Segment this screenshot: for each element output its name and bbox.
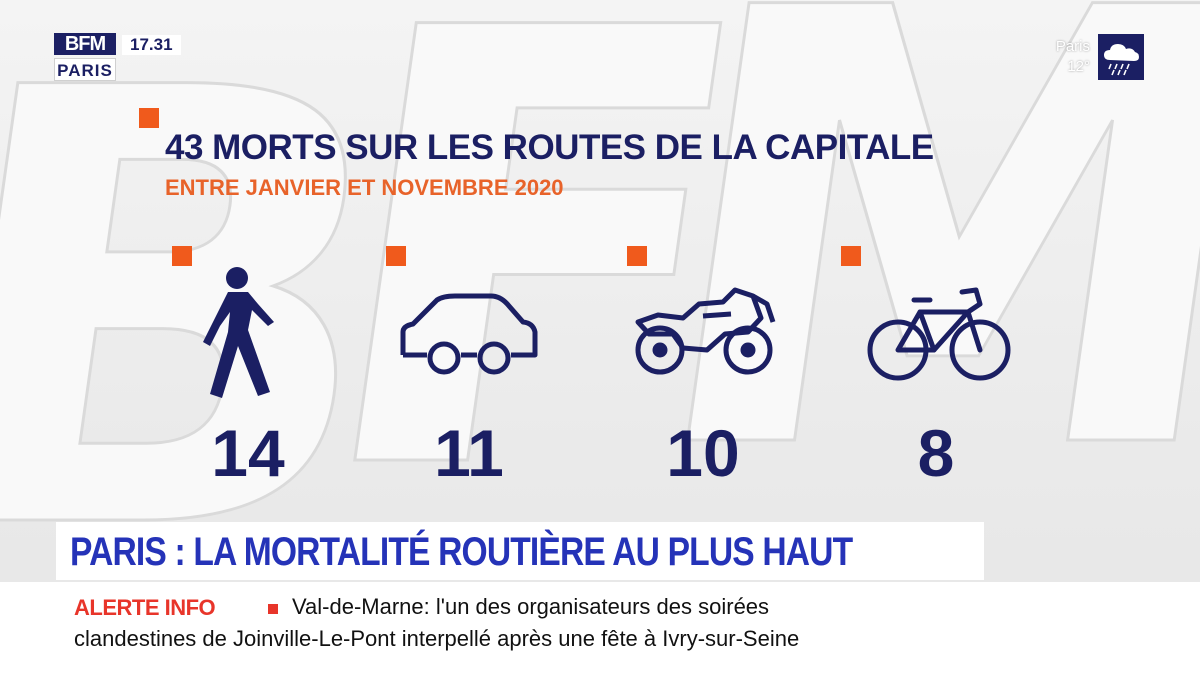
stat-value: 8 <box>917 416 955 490</box>
weather-temp: 12° <box>1067 58 1090 75</box>
pedestrian-icon <box>203 267 274 398</box>
weather-city: Paris <box>1055 38 1090 55</box>
stat-value: 10 <box>666 416 740 490</box>
weather-text: Paris 12° <box>1040 37 1090 77</box>
svg-text:M: M <box>613 0 1200 582</box>
rain-cloud-icon <box>1098 34 1144 80</box>
alert-bullet-icon <box>268 604 278 614</box>
stat-marker <box>386 246 406 266</box>
headline-banner: PARIS : LA MORTALITÉ ROUTIÈRE AU PLUS HA… <box>56 522 984 580</box>
infographic-subtitle: ENTRE JANVIER ET NOVEMBRE 2020 <box>165 175 564 200</box>
stat-value: 11 <box>434 416 504 490</box>
stat-motorcycles: 10 <box>603 240 803 500</box>
motorcycle-icon <box>635 287 776 375</box>
stat-marker <box>172 246 192 266</box>
stat-bicycles: 8 <box>836 240 1036 500</box>
clock: 17.31 <box>122 35 181 55</box>
infographic-title: 43 MORTS SUR LES ROUTES DE LA CAPITALE <box>165 128 934 167</box>
background-letters-decoration: B F M <box>0 0 1200 600</box>
title-marker <box>139 108 159 128</box>
stat-value: 14 <box>211 416 285 490</box>
stat-marker <box>841 246 861 266</box>
headline-text: PARIS : LA MORTALITÉ ROUTIÈRE AU PLUS HA… <box>70 530 853 574</box>
bicycle-icon <box>867 287 1011 381</box>
stat-marker <box>627 246 647 266</box>
logo-bottom-text: PARIS <box>54 58 116 81</box>
stat-cars: 11 <box>369 240 569 500</box>
news-ticker: ALERTE INFO Val-de-Marne: l'un des organ… <box>0 582 1200 675</box>
logo-top-text: BFM <box>54 33 116 55</box>
ticker-line-1: Val-de-Marne: l'un des organisateurs des… <box>292 594 770 619</box>
alert-label: ALERTE INFO <box>74 595 216 620</box>
car-icon <box>400 293 538 375</box>
ticker-line-2: clandestines de Joinville-Le-Pont interp… <box>74 626 800 651</box>
stat-pedestrians: 14 <box>148 240 348 500</box>
channel-logo: BFM PARIS <box>54 33 116 83</box>
